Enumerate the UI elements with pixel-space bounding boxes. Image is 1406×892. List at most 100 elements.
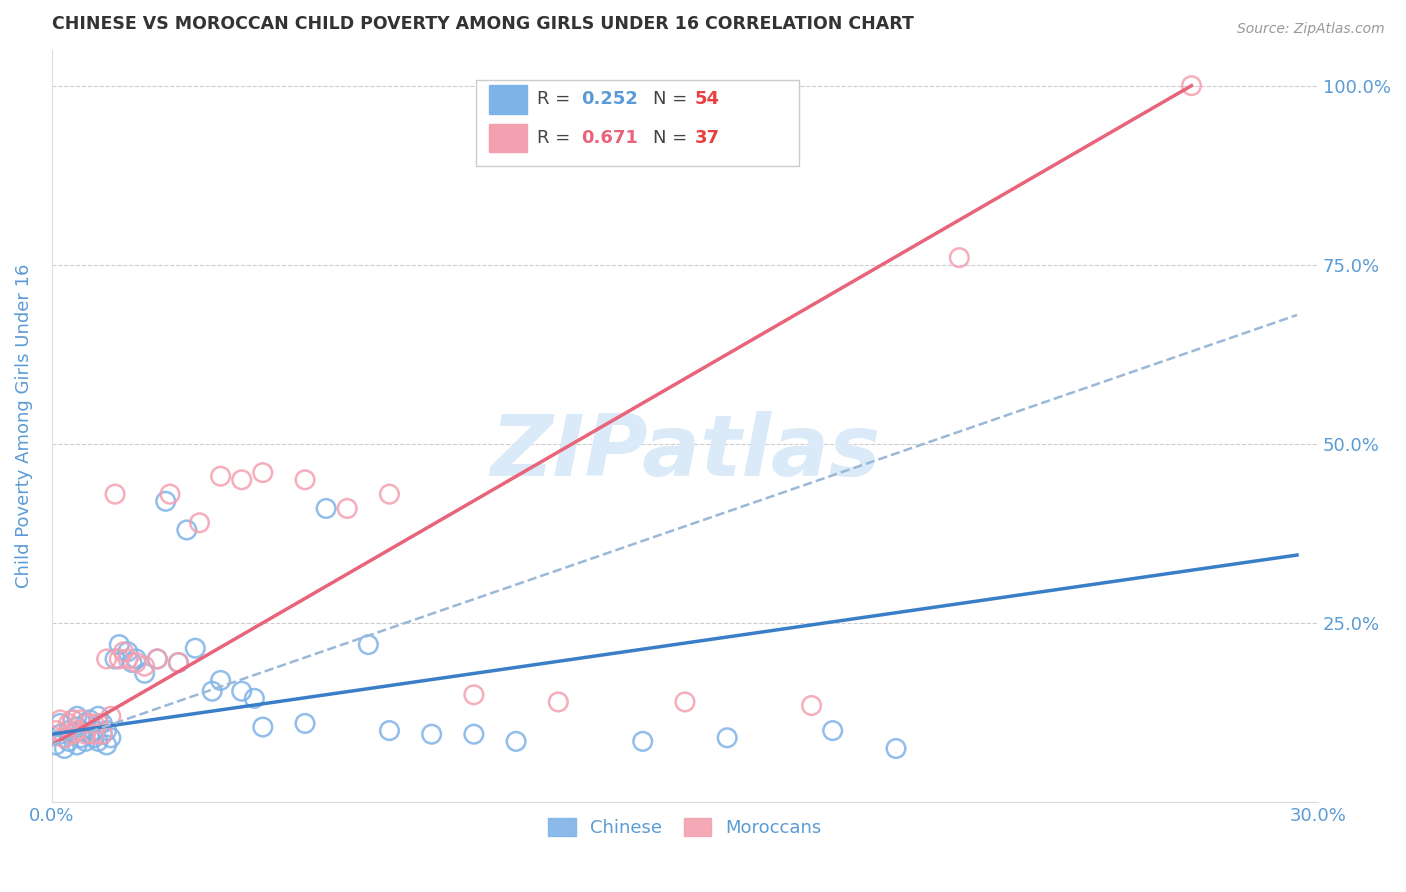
Point (117, 652, 139, 666)
Point (108, 652, 131, 666)
Point (70, 723, 93, 738)
Point (463, 727, 485, 741)
Point (96, 723, 118, 738)
Point (184, 641, 207, 656)
Point (336, 501, 359, 516)
Point (231, 684, 253, 698)
Point (66, 723, 89, 738)
Point (155, 494, 177, 508)
Point (134, 666, 156, 681)
Point (176, 523, 198, 537)
Point (547, 695, 569, 709)
Point (121, 656, 143, 670)
Point (209, 469, 232, 483)
Point (79, 727, 101, 741)
Text: Source: ZipAtlas.com: Source: ZipAtlas.com (1237, 22, 1385, 37)
Point (53, 731, 76, 745)
Point (188, 516, 211, 530)
Text: N =: N = (654, 128, 693, 147)
Point (146, 652, 169, 666)
FancyBboxPatch shape (489, 86, 527, 114)
Point (91, 716, 114, 731)
FancyBboxPatch shape (477, 80, 799, 167)
Point (167, 656, 190, 670)
Point (66, 738, 89, 752)
Point (378, 723, 401, 738)
Text: ZIPatlas: ZIPatlas (489, 411, 880, 494)
Text: 0.671: 0.671 (581, 128, 638, 147)
Point (83, 731, 105, 745)
Point (45, 738, 67, 752)
Text: 37: 37 (695, 128, 720, 147)
Point (252, 720, 274, 734)
Point (49, 716, 72, 731)
Point (294, 716, 316, 731)
Point (884, 741, 907, 756)
FancyBboxPatch shape (489, 124, 527, 153)
Point (104, 487, 127, 501)
Point (125, 656, 148, 670)
Text: 0.252: 0.252 (581, 90, 638, 109)
Point (505, 734, 527, 748)
Point (62, 713, 84, 727)
Point (112, 645, 135, 659)
Point (91, 727, 114, 741)
Point (948, 251, 970, 265)
Point (252, 466, 274, 480)
Point (357, 638, 380, 652)
Point (231, 473, 253, 487)
Point (53, 741, 76, 756)
Point (70, 731, 93, 745)
Text: R =: R = (537, 90, 576, 109)
Point (104, 652, 127, 666)
Point (87, 734, 110, 748)
Point (315, 501, 337, 516)
Point (58, 734, 80, 748)
Point (146, 652, 169, 666)
Point (243, 691, 266, 706)
Point (66, 720, 89, 734)
Point (134, 659, 156, 673)
Point (75, 734, 97, 748)
Point (117, 645, 139, 659)
Text: R =: R = (537, 128, 576, 147)
Point (420, 727, 443, 741)
Point (45, 723, 67, 738)
Point (83, 727, 105, 741)
Point (201, 684, 224, 698)
Point (91, 727, 114, 741)
Point (62, 713, 84, 727)
Point (294, 473, 316, 487)
Text: CHINESE VS MOROCCAN CHILD POVERTY AMONG GIRLS UNDER 16 CORRELATION CHART: CHINESE VS MOROCCAN CHILD POVERTY AMONG … (52, 15, 914, 33)
Point (1180, 78, 1202, 93)
Text: N =: N = (654, 90, 693, 109)
Legend: Chinese, Moroccans: Chinese, Moroccans (540, 808, 831, 846)
Point (49, 727, 72, 741)
Point (125, 652, 148, 666)
Point (96, 738, 118, 752)
Point (75, 727, 97, 741)
Point (66, 709, 89, 723)
Point (96, 652, 118, 666)
Point (821, 723, 844, 738)
Point (53, 731, 76, 745)
Point (463, 688, 485, 702)
Point (62, 727, 84, 741)
Text: 54: 54 (695, 90, 720, 109)
Point (58, 716, 80, 731)
Point (58, 723, 80, 738)
Point (62, 727, 84, 741)
Point (100, 709, 122, 723)
Point (79, 716, 101, 731)
Point (83, 723, 105, 738)
Point (79, 713, 101, 727)
Point (209, 673, 232, 688)
Point (800, 698, 823, 713)
Point (716, 731, 738, 745)
Point (75, 716, 97, 731)
Y-axis label: Child Poverty Among Girls Under 16: Child Poverty Among Girls Under 16 (15, 264, 32, 588)
Point (70, 713, 93, 727)
Point (49, 713, 72, 727)
Point (108, 638, 131, 652)
Point (100, 731, 122, 745)
